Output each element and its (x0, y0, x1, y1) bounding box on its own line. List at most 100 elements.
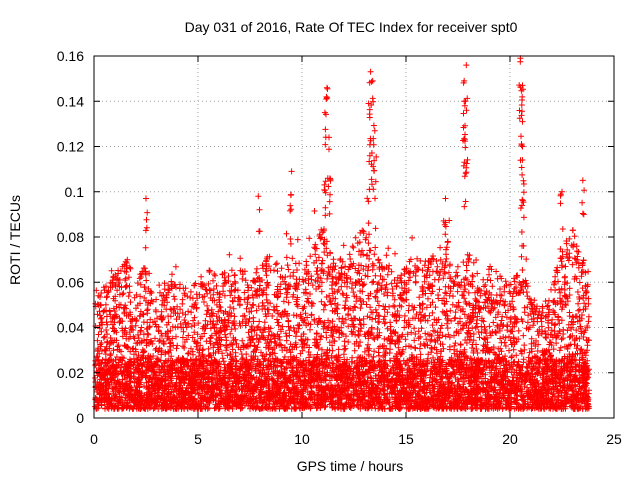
data-point (292, 333, 299, 340)
data-point (487, 277, 494, 284)
data-point (169, 271, 175, 278)
data-point (102, 301, 109, 308)
data-point (570, 243, 577, 250)
data-point (342, 298, 349, 305)
data-point (476, 309, 483, 316)
data-point (360, 281, 367, 288)
data-point (455, 303, 462, 310)
data-point (314, 271, 321, 278)
data-point (415, 328, 422, 335)
data-point (519, 267, 526, 273)
data-point (125, 274, 132, 281)
data-point (542, 328, 548, 334)
data-point (171, 296, 178, 303)
data-point (443, 290, 450, 297)
data-point (179, 334, 186, 341)
data-point (244, 299, 251, 306)
data-point (561, 286, 568, 293)
data-point (416, 294, 423, 301)
data-point (562, 273, 568, 280)
data-point (116, 315, 123, 322)
data-point (392, 250, 398, 257)
data-point (233, 357, 240, 364)
data-point (144, 306, 151, 313)
data-point (457, 342, 464, 348)
data-point (203, 311, 210, 318)
data-point (237, 255, 244, 262)
data-point (507, 314, 514, 321)
data-point (140, 319, 147, 326)
data-point (375, 280, 382, 286)
data-point (114, 287, 121, 294)
data-point (507, 328, 514, 335)
data-point (375, 256, 382, 263)
data-point (416, 309, 423, 316)
data-point (421, 262, 428, 269)
data-point (285, 282, 292, 288)
data-point (290, 312, 297, 319)
data-point (236, 302, 243, 309)
data-point (188, 323, 195, 330)
data-point (342, 345, 349, 352)
data-point (495, 345, 502, 352)
data-point (436, 286, 443, 293)
data-point (409, 234, 416, 241)
data-point (231, 313, 238, 320)
data-point (508, 354, 515, 361)
data-point (564, 327, 571, 334)
data-point (390, 302, 397, 309)
data-point (261, 319, 268, 326)
data-point (422, 258, 429, 265)
data-point (369, 279, 376, 286)
data-point (282, 274, 289, 280)
data-point (296, 322, 303, 329)
data-point (350, 289, 357, 296)
data-point (249, 302, 256, 309)
data-point (388, 268, 395, 275)
data-point (563, 302, 569, 309)
data-point (127, 299, 134, 306)
data-point (381, 335, 388, 342)
points-layer (92, 55, 592, 412)
data-point (185, 332, 192, 339)
data-point (520, 278, 526, 285)
data-point (189, 334, 196, 341)
data-point (365, 220, 372, 227)
data-point (145, 331, 152, 338)
data-point (176, 285, 183, 292)
data-point (481, 335, 487, 342)
data-point (340, 242, 347, 249)
data-point (566, 309, 573, 316)
data-point (418, 325, 425, 332)
data-point (501, 302, 508, 309)
data-point (221, 292, 228, 299)
data-point (446, 217, 453, 224)
data-point (569, 227, 576, 234)
data-point (494, 275, 501, 282)
data-point (305, 280, 312, 287)
data-point (387, 346, 394, 353)
data-point (404, 331, 411, 338)
data-point (274, 268, 281, 275)
data-point (486, 271, 492, 278)
data-point (366, 231, 372, 238)
data-point (348, 285, 355, 292)
data-point (278, 265, 285, 272)
data-point (371, 251, 378, 258)
data-point (558, 317, 565, 324)
data-point (126, 264, 133, 271)
data-point (158, 308, 165, 315)
data-point (286, 332, 293, 339)
data-point (524, 283, 531, 290)
data-point (233, 340, 240, 347)
chart-title: Day 031 of 2016, Rate Of TEC Index for r… (185, 19, 518, 35)
data-point (558, 258, 565, 265)
data-point (187, 288, 194, 295)
data-point (275, 333, 282, 340)
data-point (394, 308, 401, 314)
data-point (320, 306, 327, 313)
data-point (478, 287, 485, 294)
data-point (324, 346, 331, 353)
data-point (283, 254, 290, 261)
data-point (232, 349, 239, 356)
